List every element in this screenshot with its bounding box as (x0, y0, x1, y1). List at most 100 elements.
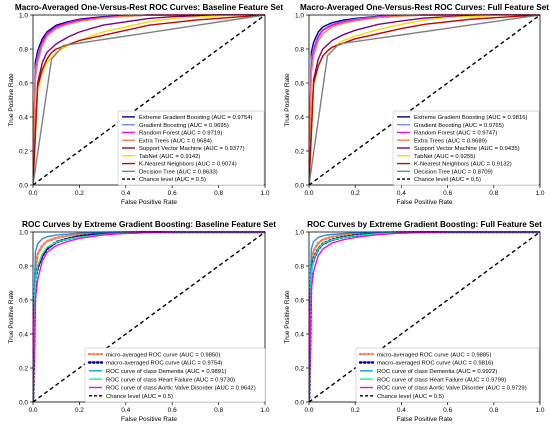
x-tick-label: 0.2 (75, 190, 84, 197)
y-axis-label: True Positive Rate (8, 290, 15, 344)
chart-panel-1: Macro-Averaged One-Versus-Rest ROC Curve… (8, 3, 283, 206)
legend-label: Support Vector Machine (AUC = 0.9435) (414, 146, 520, 152)
y-tick-label: 0.2 (295, 148, 304, 155)
y-tick-label: 0.2 (19, 148, 28, 155)
y-tick-label: 0.8 (19, 263, 28, 270)
x-tick-label: 0.2 (351, 190, 360, 197)
legend: Extreme Gradient Boosting (AUC = 0.9816)… (392, 110, 540, 186)
legend-label: macro-averaged ROC curve (AUC = 0.9816) (377, 361, 493, 367)
x-tick-label: 0.0 (28, 407, 37, 414)
y-tick-label: 0.6 (295, 297, 304, 304)
y-axis-label: True Positive Rate (8, 73, 15, 127)
legend-label: Extra Trees (AUC = 0.9689) (414, 138, 487, 144)
legend-label: ROC curve of class Aortic Valve Disorder… (106, 386, 256, 392)
y-tick-label: 0.2 (295, 365, 304, 372)
chart-panel-3: ROC Curves by Extreme Gradient Boosting:… (8, 220, 276, 423)
chart-title: Macro-Averaged One-Versus-Rest ROC Curve… (15, 3, 283, 12)
legend-label: Chance level (AUC = 0.5) (106, 394, 173, 400)
legend-label: Extreme Gradient Boosting (AUC = 0.9816) (414, 115, 527, 121)
x-tick-label: 0.6 (443, 190, 452, 197)
y-tick-label: 0.0 (295, 399, 304, 406)
legend-label: Chance level (AUC = 0.5) (377, 394, 444, 400)
legend: Extreme Gradient Boosting (AUC = 0.9754)… (117, 110, 265, 186)
legend-label: ROC curve of class Aortic Valve Disorder… (377, 386, 527, 392)
x-tick-label: 0.4 (121, 190, 130, 197)
x-axis-label: False Positive Rate (397, 199, 453, 206)
legend-box (84, 347, 266, 403)
legend: micro-averaged ROC curve (AUC = 0.9850) m… (84, 347, 266, 403)
legend-box (355, 347, 540, 403)
legend-box (117, 110, 265, 186)
x-tick-label: 0.0 (304, 190, 313, 197)
y-tick-label: 0.6 (19, 297, 28, 304)
y-tick-label: 0.4 (295, 331, 304, 338)
x-axis-label: False Positive Rate (121, 199, 177, 206)
x-tick-label: 1.0 (260, 407, 269, 414)
series-line-7 (33, 14, 265, 185)
chart-title: ROC Curves by Extreme Gradient Boosting:… (22, 220, 276, 229)
y-tick-label: 0.4 (19, 114, 28, 121)
x-tick-label: 0.6 (168, 190, 177, 197)
x-tick-label: 0.4 (397, 407, 406, 414)
series-line-6 (309, 231, 540, 402)
x-tick-label: 1.0 (535, 407, 544, 414)
chart-panel-4: ROC Curves by Extreme Gradient Boosting:… (284, 220, 545, 423)
legend-label: macro-averaged ROC curve (AUC = 0.9754) (106, 361, 222, 367)
series-line-8 (33, 14, 265, 185)
series-line-5 (309, 231, 540, 402)
legend-label: TabNet (AUC = 0.9255) (414, 154, 475, 160)
x-tick-label: 0.6 (443, 407, 452, 414)
series-line-9 (309, 14, 540, 185)
x-tick-label: 0.2 (75, 407, 84, 414)
y-tick-label: 0.6 (295, 80, 304, 87)
x-tick-label: 0.0 (28, 190, 37, 197)
y-tick-label: 1.0 (19, 12, 28, 19)
x-axis-label: False Positive Rate (397, 416, 453, 423)
legend: micro-averaged ROC curve (AUC = 0.9885) m… (355, 347, 540, 403)
x-tick-label: 0.8 (214, 407, 223, 414)
legend-box (392, 110, 540, 186)
series-line-5 (309, 14, 540, 185)
legend-label: Gradient Boosting (AUC = 0.9765) (414, 123, 504, 129)
x-tick-label: 0.0 (304, 407, 313, 414)
x-tick-label: 1.0 (260, 190, 269, 197)
x-tick-label: 0.8 (489, 190, 498, 197)
legend-label: ROC curve of class Heart Failure (AUC = … (106, 377, 235, 383)
chart-title: ROC Curves by Extreme Gradient Boosting:… (307, 220, 542, 229)
y-axis-label: True Positive Rate (284, 290, 291, 344)
legend-label: TabNet (AUC = 0.9142) (139, 154, 200, 160)
legend-label: Chance level (AUC = 0.5) (139, 177, 206, 183)
legend-label: Random Forest (AUC = 0.9747) (414, 131, 497, 137)
x-tick-label: 0.4 (121, 407, 130, 414)
legend-label: Chance level (AUC = 0.5) (414, 177, 481, 183)
x-tick-label: 1.0 (535, 190, 544, 197)
y-tick-label: 0.8 (19, 46, 28, 53)
legend-label: micro-averaged ROC curve (AUC = 0.9885) (377, 352, 491, 358)
legend-label: Extra Trees (AUC = 0.9684) (139, 138, 212, 144)
legend-label: K-Nearest Neighbors (AUC = 0.9074) (139, 162, 237, 168)
x-axis-label: False Positive Rate (121, 416, 177, 423)
y-tick-label: 1.0 (295, 229, 304, 236)
chart-title: Macro-Averaged One-Versus-Rest ROC Curve… (300, 3, 549, 12)
y-tick-label: 0.2 (19, 365, 28, 372)
legend-label: ROC curve of class Heart Failure (AUC = … (377, 377, 506, 383)
legend-label: Decision Tree (AUC = 0.8633) (139, 169, 218, 175)
x-tick-label: 0.2 (351, 407, 360, 414)
legend-label: Decision Tree (AUC = 0.8709) (414, 169, 493, 175)
legend-label: Random Forest (AUC = 0.9719) (139, 131, 222, 137)
series-group (33, 14, 265, 185)
y-tick-label: 0.4 (295, 114, 304, 121)
legend-label: Extreme Gradient Boosting (AUC = 0.9754) (139, 115, 252, 121)
legend-label: Gradient Boosting (AUC = 0.9695) (139, 123, 229, 129)
legend-label: Support Vector Machine (AUC = 0.9377) (139, 146, 245, 152)
y-tick-label: 0.0 (295, 182, 304, 189)
legend-label: ROC curve of class Dementia (AUC = 0.992… (377, 369, 497, 375)
series-line-5 (33, 231, 265, 402)
y-tick-label: 0.8 (295, 46, 304, 53)
y-tick-label: 1.0 (295, 12, 304, 19)
legend-label: micro-averaged ROC curve (AUC = 0.9850) (106, 352, 220, 358)
series-line-8 (309, 14, 540, 185)
legend-label: ROC curve of class Dementia (AUC = 0.989… (106, 369, 226, 375)
x-tick-label: 0.6 (168, 407, 177, 414)
